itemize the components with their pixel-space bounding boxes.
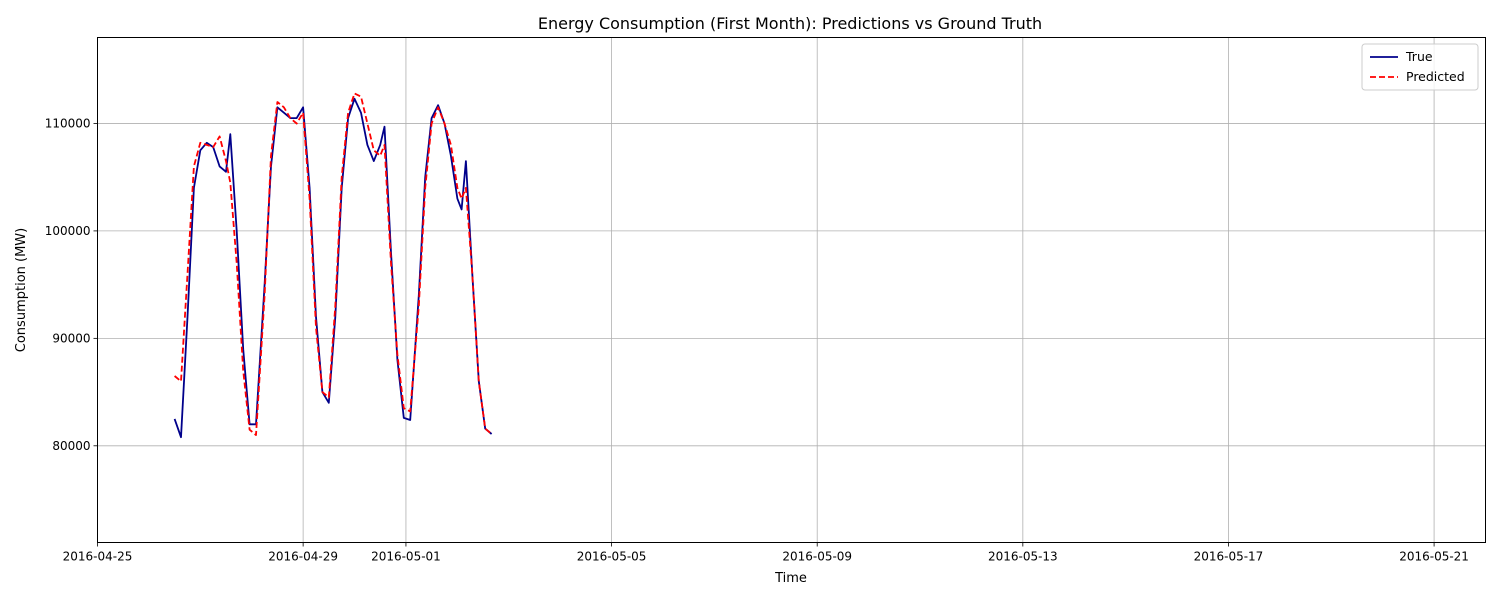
legend-label-predicted: Predicted bbox=[1406, 69, 1465, 84]
x-tick-label: 2016-05-05 bbox=[577, 550, 647, 564]
x-tick-label: 2016-05-21 bbox=[1399, 550, 1469, 564]
legend-box bbox=[1361, 43, 1479, 91]
legend: True Predicted bbox=[1361, 43, 1479, 91]
series-line-predicted bbox=[174, 92, 493, 437]
grid-lines bbox=[97, 37, 1486, 543]
x-axis-label: Time bbox=[774, 571, 807, 586]
x-tick-label: 2016-05-17 bbox=[1194, 550, 1264, 564]
y-tick-label: 90000 bbox=[52, 331, 90, 345]
y-tick-label: 100000 bbox=[45, 224, 91, 238]
axes-frame bbox=[97, 37, 1486, 543]
x-tick-label: 2016-05-13 bbox=[988, 550, 1058, 564]
y-axis-label: Consumption (MW) bbox=[14, 228, 29, 352]
legend-label-true: True bbox=[1405, 49, 1433, 64]
axis-ticks: 2016-04-25 2016-04-29 2016-05-01 2016-05-05… bbox=[45, 116, 1469, 563]
x-tick-label: 2016-05-01 bbox=[371, 550, 441, 564]
x-tick-label: 2016-05-09 bbox=[782, 550, 852, 564]
y-tick-label: 110000 bbox=[45, 116, 91, 130]
plot-area bbox=[173, 92, 493, 439]
chart-title: Energy Consumption (First Month): Predic… bbox=[538, 14, 1042, 33]
y-tick-label: 80000 bbox=[52, 439, 90, 453]
x-tick-label: 2016-04-29 bbox=[268, 550, 338, 564]
x-tick-label: 2016-04-25 bbox=[63, 550, 133, 564]
